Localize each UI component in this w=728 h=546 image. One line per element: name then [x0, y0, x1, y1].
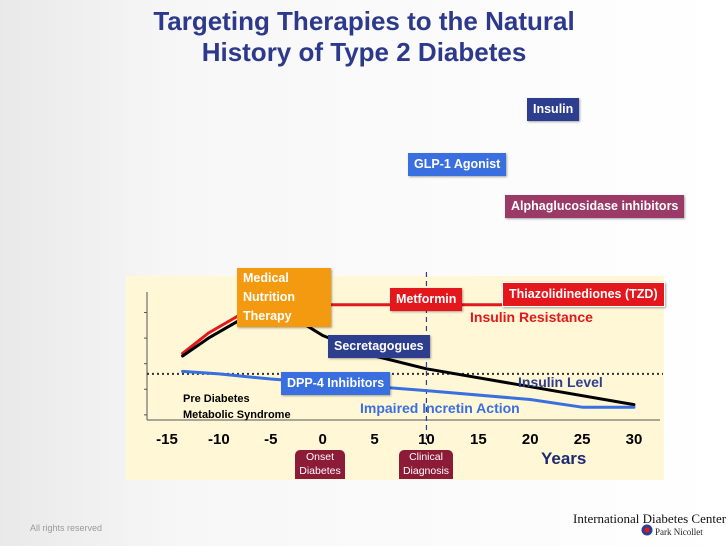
x-tick-label: -5 [264, 431, 277, 448]
secretagogues-label: Secretagogues [328, 335, 430, 358]
onset-diabetes-tab: Onset Diabetes [295, 450, 345, 479]
x-tick-label: 25 [574, 431, 591, 448]
rights-text: All rights reserved [30, 523, 103, 533]
onset-line-2: Diabetes [299, 465, 341, 477]
insulin-level-label: Insulin Level [518, 374, 603, 390]
alphaglucosidase-label: Alphaglucosidase inhibitors [505, 195, 685, 218]
x-tick-label: -10 [208, 431, 230, 448]
park-nicollet-logo-icon [641, 524, 653, 536]
pre-diabetes-line-2: Metabolic Syndrome [183, 409, 291, 421]
mnt-line-1: Medical [243, 271, 289, 285]
metformin-label: Metformin [390, 288, 463, 311]
medical-nutrition-therapy-label: Medical Nutrition Therapy [237, 268, 331, 327]
insulin-label: Insulin [527, 98, 580, 121]
clinical-line-2: Diagnosis [402, 465, 450, 477]
clinical-diagnosis-tab: Clinical Diagnosis [399, 450, 453, 479]
x-tick-label: -15 [156, 431, 178, 448]
idc-logo-text: International Diabetes Center [573, 511, 727, 526]
pre-diabetes-annotation: Pre Diabetes Metabolic Syndrome [183, 391, 291, 423]
x-tick-label: 15 [470, 431, 487, 448]
incretin-label: Impaired Incretin Action [360, 400, 520, 416]
title-line-1: Targeting Therapies to the Natural [153, 6, 575, 36]
x-tick-label: 0 [318, 431, 326, 448]
title-line-2: History of Type 2 Diabetes [201, 37, 527, 67]
glp1-agonist-label: GLP-1 Agonist [408, 153, 507, 176]
slide-title: Targeting Therapies to the Natural Histo… [0, 6, 728, 68]
insulin-level-line [181, 311, 636, 407]
x-tick-label: 30 [626, 431, 643, 448]
tzd-label: Thiazolidinediones (TZD) [502, 282, 665, 307]
onset-line-1: Onset [305, 451, 334, 463]
clinical-line-1: Clinical [409, 451, 443, 463]
x-tick-label: 5 [370, 431, 378, 448]
x-tick-label: 20 [522, 431, 539, 448]
x-axis-title: Years [541, 449, 587, 468]
insulin-resistance-label: Insulin Resistance [470, 309, 593, 325]
mnt-line-3: Therapy [243, 309, 292, 323]
mnt-line-2: Nutrition [243, 290, 296, 304]
dpp4-inhibitors-label: DPP-4 Inhibitors [281, 372, 391, 395]
park-nicollet-text: Park Nicollet [655, 527, 703, 537]
x-tick-label: 10 [418, 431, 435, 448]
pre-diabetes-line-1: Pre Diabetes [183, 393, 250, 405]
